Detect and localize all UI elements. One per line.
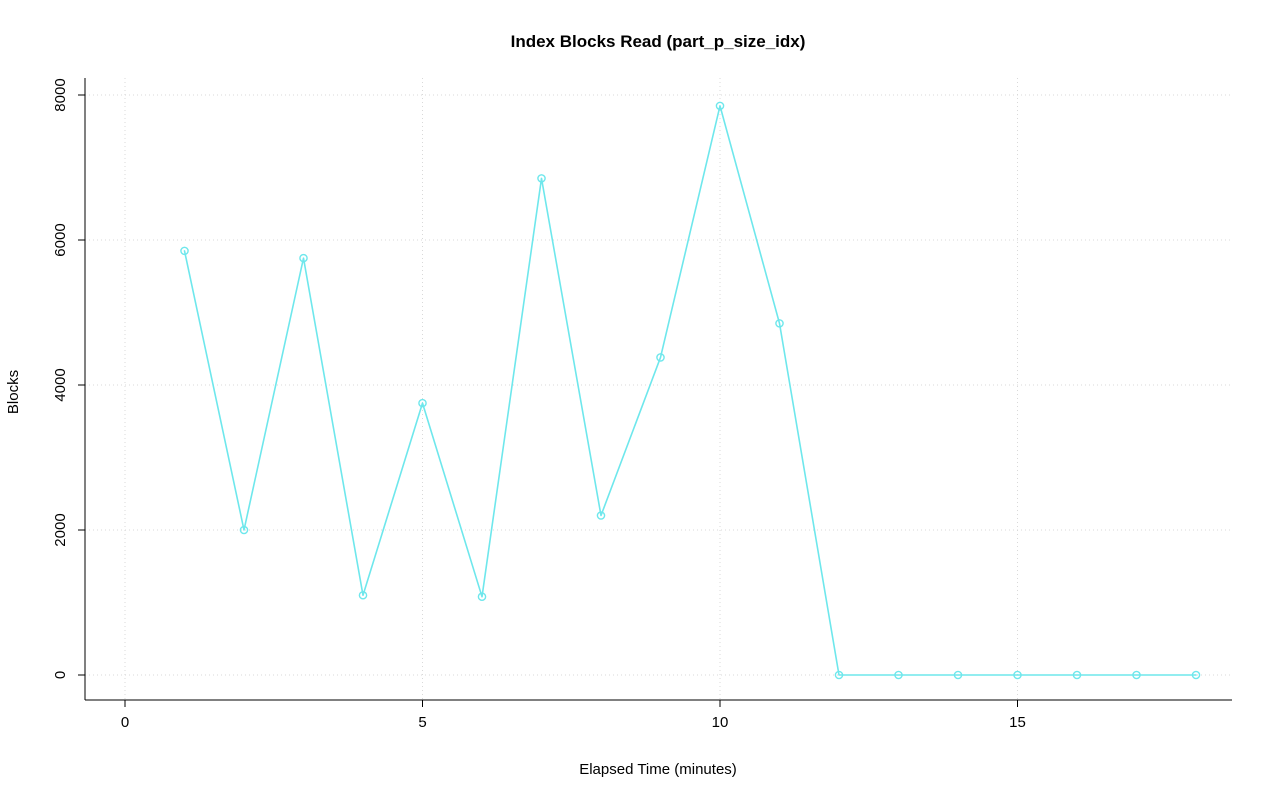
data-point-marker xyxy=(299,253,308,263)
data-point-marker xyxy=(418,398,427,408)
data-point-marker xyxy=(775,319,784,328)
y-axis-tick-label: 4000 xyxy=(52,368,69,401)
data-point-marker xyxy=(894,670,903,680)
data-point-marker xyxy=(715,101,725,111)
data-point-marker xyxy=(239,525,249,535)
data-point-marker xyxy=(1013,670,1022,680)
data-point-marker xyxy=(834,670,844,680)
y-axis-tick-label: 0 xyxy=(52,671,69,679)
data-line xyxy=(183,105,1197,676)
y-axis-tick-label: 8000 xyxy=(52,78,69,111)
data-point-marker xyxy=(477,592,487,602)
data-point-marker xyxy=(656,353,665,362)
grid-layer xyxy=(85,78,1232,700)
data-point-marker xyxy=(537,174,546,183)
axis-layer: 0 5 10 15 0 2000 4000 6000 8000 xyxy=(52,78,1232,731)
chart-title: Index Blocks Read (part_p_size_idx) xyxy=(511,32,806,51)
data-point-marker xyxy=(180,246,189,256)
y-axis-label: Blocks xyxy=(5,370,22,414)
x-axis-tick-label: 15 xyxy=(1009,714,1026,731)
data-point-marker xyxy=(953,670,963,680)
data-point-marker xyxy=(596,511,606,520)
x-axis-label: Elapsed Time (minutes) xyxy=(579,761,737,778)
data-point-marker xyxy=(358,590,368,600)
data-point-marker xyxy=(1072,670,1082,680)
series-layer xyxy=(180,101,1201,680)
x-axis-tick-label: 5 xyxy=(418,714,426,731)
y-axis-tick-label: 6000 xyxy=(52,223,69,256)
x-axis-tick-label: 0 xyxy=(121,714,129,731)
x-axis-tick-label: 10 xyxy=(712,714,729,731)
data-point-marker xyxy=(1132,670,1141,680)
data-point-marker xyxy=(1191,670,1201,680)
y-axis-tick-label: 2000 xyxy=(52,513,69,546)
